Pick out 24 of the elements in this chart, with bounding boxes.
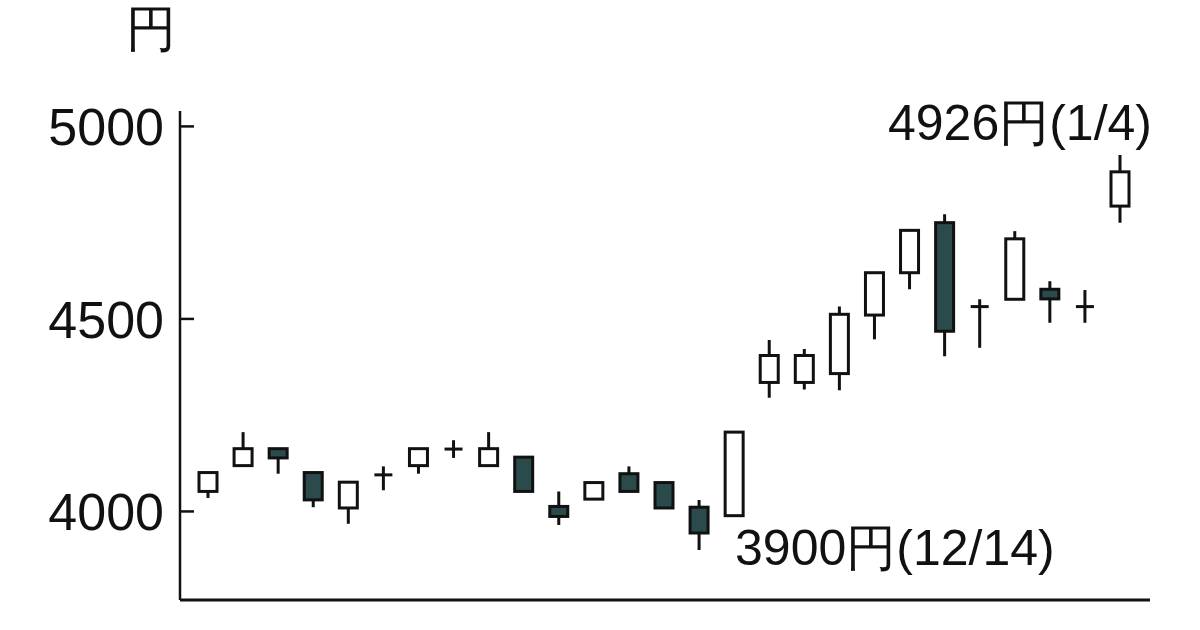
candlestick: [828, 306, 850, 391]
candlestick: [1109, 154, 1131, 223]
candlestick: [899, 228, 921, 290]
annotation: 4926円(1/4): [887, 94, 1152, 151]
y-axis-title: 円: [126, 1, 176, 57]
y-tick-label: 4000: [48, 483, 164, 542]
candlestick: [337, 480, 359, 524]
y-tick-label: 4500: [48, 290, 164, 349]
candlestick: [863, 271, 885, 340]
annotation: 3900円(12/14): [735, 519, 1055, 576]
y-tick-label: 5000: [48, 98, 164, 157]
candlestick: [232, 432, 254, 468]
candlestick: [934, 214, 956, 357]
candlestick: [653, 481, 675, 510]
candlestick: [1074, 290, 1094, 323]
candlestick: [1039, 281, 1061, 323]
candlestick: [267, 447, 289, 474]
candlestick: [583, 481, 605, 501]
candlestick: [548, 491, 570, 525]
candlestick: [688, 499, 710, 550]
candlestick: [723, 430, 745, 518]
candlestick: [758, 340, 780, 398]
candlestick: [478, 432, 500, 468]
candlestick: [513, 455, 535, 493]
